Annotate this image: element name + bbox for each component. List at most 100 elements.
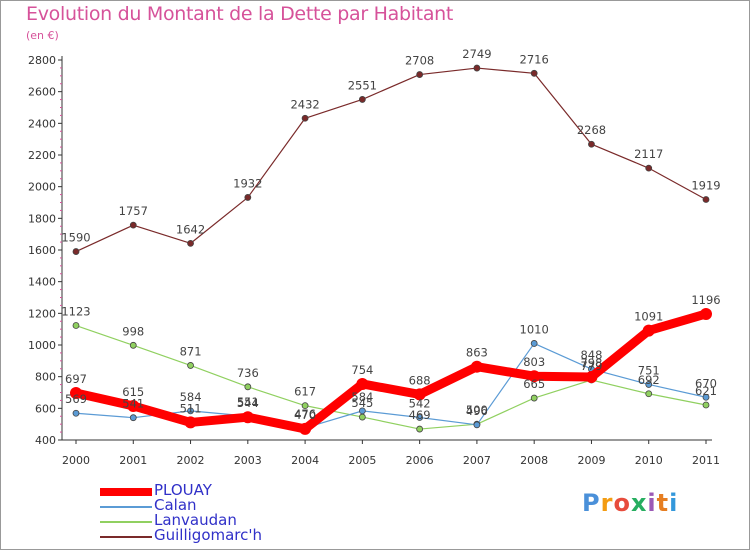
x-tick-label: 2006 [406,454,434,467]
x-tick-label: 2003 [234,454,262,467]
data-point [416,425,424,433]
data-label: 2708 [405,54,434,68]
data-label: 670 [695,376,717,390]
y-tick-label: 1000 [28,339,56,352]
data-label: 665 [523,377,545,391]
x-tick-label: 2004 [291,454,319,467]
data-point [301,402,309,410]
logo-letter: i [647,489,657,517]
data-label: 1123 [61,305,90,319]
data-point [416,71,424,78]
data-point [530,69,538,77]
data-point [473,421,481,429]
logo-letter: x [630,489,648,517]
data-label: 848 [580,348,602,362]
data-label: 2716 [520,52,549,66]
data-point [301,114,309,122]
data-point [358,96,366,103]
data-point [470,360,483,373]
x-tick-label: 2011 [692,454,720,467]
data-label: 551 [237,395,259,409]
data-label: 1932 [233,176,262,190]
data-label: 496 [466,404,488,418]
data-label: 754 [351,363,373,377]
data-point [473,64,481,72]
legend-label: PLOUAY [154,481,212,499]
x-tick-label: 2008 [520,454,548,467]
proxiti-logo: Proxiti [582,489,678,517]
data-point [244,194,252,201]
data-point [530,340,538,347]
logo-letter: r [600,489,614,517]
data-label: 500 [466,403,488,417]
data-label: 1091 [634,310,663,324]
data-label: 2268 [577,123,606,137]
data-label: 2551 [348,78,377,92]
y-tick-label: 600 [35,402,56,415]
data-point [358,413,366,421]
data-point [127,399,140,412]
data-point [588,140,595,148]
x-tick-label: 2000 [62,454,90,467]
y-tick-label: 1200 [28,307,56,320]
data-label: 863 [466,346,488,360]
legend-swatch [100,536,152,538]
legend-swatch [100,488,152,496]
data-label: 615 [122,385,144,399]
data-point [72,409,80,417]
legend-label: Lanvaudan [154,511,237,529]
data-point [129,414,137,422]
logo-letter: P [582,489,601,517]
y-tick-label: 800 [35,371,56,384]
data-label: 545 [351,396,373,410]
data-point [129,221,137,229]
data-point [70,386,82,399]
data-label: 469 [409,408,431,422]
data-label: 798 [580,356,602,370]
data-point [585,370,598,383]
data-point [645,381,653,388]
series-line [75,324,707,430]
data-label: 1590 [61,231,90,245]
data-point [413,388,426,401]
data-label: 871 [180,344,202,358]
data-label: 1919 [691,178,720,192]
y-tick-label: 400 [35,434,56,447]
data-label: 584 [351,390,373,404]
data-point [356,377,369,390]
data-point [700,307,712,320]
x-tick-label: 2002 [177,454,205,467]
y-tick-label: 1600 [28,244,56,257]
logo-letter: o [613,489,631,517]
data-label: 736 [237,366,259,380]
chart-subtitle: (en €) [26,29,59,42]
logo-letter: t [656,489,670,517]
y-tick-label: 2600 [28,86,56,99]
data-label: 511 [180,401,202,415]
data-label: 476 [294,407,316,421]
data-point [184,416,197,429]
data-point [187,239,194,247]
y-tick-label: 2800 [28,54,56,67]
data-point [187,362,194,369]
data-label: 542 [409,397,431,411]
x-tick-label: 2010 [635,454,663,467]
data-point [530,394,538,402]
data-label: 541 [122,397,144,411]
logo-letter: i [669,489,679,517]
data-point [645,164,653,172]
data-label: 1196 [691,293,720,307]
data-label: 621 [695,384,717,398]
data-point [241,411,254,424]
data-point [358,407,366,415]
y-tick-label: 2200 [28,149,56,162]
data-label: 584 [180,390,202,404]
data-point [72,248,80,255]
x-tick-label: 2001 [119,454,147,467]
data-label: 1010 [520,322,549,336]
y-tick-label: 1400 [28,276,56,289]
x-tick-label: 2005 [348,454,376,467]
chart-title: Evolution du Montant de la Dette par Hab… [26,3,454,25]
